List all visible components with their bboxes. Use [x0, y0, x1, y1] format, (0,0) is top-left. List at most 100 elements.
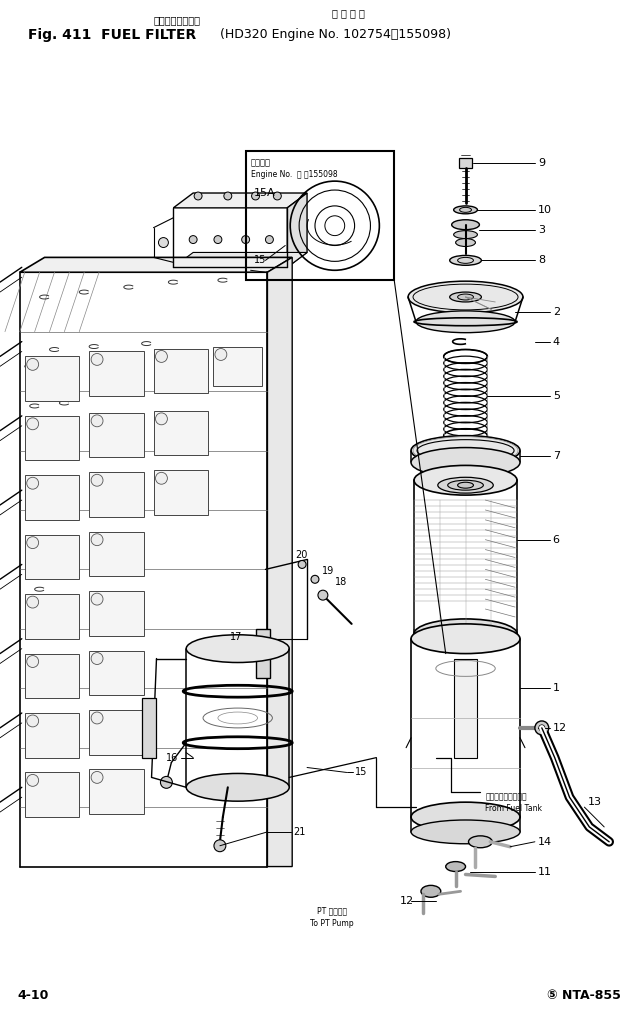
- Circle shape: [158, 237, 168, 247]
- Bar: [142, 699, 156, 757]
- Bar: [89, 531, 144, 576]
- Bar: [213, 347, 262, 386]
- Bar: [89, 651, 144, 696]
- Ellipse shape: [411, 447, 520, 478]
- Circle shape: [27, 418, 39, 430]
- Bar: [25, 416, 79, 460]
- Text: 15A: 15A: [253, 188, 275, 198]
- Text: 12: 12: [400, 896, 414, 907]
- Ellipse shape: [450, 256, 482, 266]
- Ellipse shape: [457, 294, 473, 300]
- Text: PT ポンプへ: PT ポンプへ: [316, 907, 347, 916]
- Circle shape: [91, 354, 103, 365]
- Bar: [25, 534, 79, 579]
- Ellipse shape: [438, 478, 493, 493]
- Ellipse shape: [186, 635, 289, 662]
- Text: 19: 19: [322, 567, 334, 576]
- Text: 10: 10: [538, 205, 552, 215]
- Circle shape: [156, 351, 167, 362]
- Circle shape: [27, 656, 39, 667]
- Circle shape: [27, 715, 39, 727]
- Ellipse shape: [411, 624, 520, 654]
- Text: To PT Pump: To PT Pump: [310, 919, 353, 928]
- Circle shape: [156, 473, 167, 485]
- Ellipse shape: [186, 774, 289, 801]
- Ellipse shape: [413, 284, 518, 310]
- Text: 1: 1: [553, 683, 560, 694]
- Text: 3: 3: [538, 225, 545, 234]
- Bar: [25, 773, 79, 817]
- Text: 5: 5: [553, 391, 560, 402]
- Circle shape: [311, 575, 319, 583]
- Bar: [25, 476, 79, 520]
- Bar: [89, 770, 144, 814]
- Circle shape: [27, 478, 39, 489]
- Bar: [246, 151, 394, 280]
- Ellipse shape: [411, 802, 520, 831]
- Circle shape: [535, 721, 549, 735]
- Bar: [25, 594, 79, 639]
- Bar: [89, 710, 144, 754]
- Circle shape: [258, 649, 267, 658]
- Circle shape: [265, 235, 273, 243]
- Polygon shape: [287, 193, 307, 268]
- Circle shape: [273, 192, 281, 200]
- Text: 4-10: 4-10: [18, 989, 49, 1002]
- Text: 15: 15: [253, 256, 266, 266]
- Ellipse shape: [452, 220, 479, 229]
- Text: 21: 21: [293, 826, 306, 837]
- Circle shape: [161, 777, 172, 788]
- Circle shape: [194, 192, 202, 200]
- Bar: [89, 413, 144, 457]
- Polygon shape: [174, 252, 307, 268]
- Text: 13: 13: [588, 797, 602, 807]
- Text: (HD320 Engine No. 102754～155098): (HD320 Engine No. 102754～155098): [220, 28, 451, 41]
- Ellipse shape: [421, 885, 441, 897]
- Text: Engine No.  ・ ～155098: Engine No. ・ ～155098: [251, 169, 338, 178]
- Text: Fig. 411  FUEL FILTER: Fig. 411 FUEL FILTER: [27, 27, 196, 42]
- Text: 9: 9: [538, 158, 545, 168]
- Polygon shape: [267, 258, 292, 867]
- Circle shape: [27, 596, 39, 608]
- Ellipse shape: [414, 619, 517, 649]
- Circle shape: [298, 561, 306, 569]
- Circle shape: [156, 413, 167, 425]
- Bar: [454, 658, 477, 757]
- Ellipse shape: [411, 820, 520, 844]
- Text: 20: 20: [295, 550, 308, 560]
- Text: 14: 14: [538, 837, 552, 847]
- Ellipse shape: [416, 311, 515, 333]
- Text: フュエルフィルタ: フュエルフィルタ: [154, 14, 200, 24]
- Circle shape: [27, 358, 39, 370]
- Circle shape: [91, 653, 103, 664]
- Text: フュエルタンクから: フュエルタンクから: [486, 793, 527, 802]
- Circle shape: [91, 712, 103, 724]
- Circle shape: [91, 533, 103, 546]
- Bar: [25, 654, 79, 699]
- Text: 適 用 号 機: 適 用 号 機: [332, 8, 365, 17]
- Circle shape: [214, 840, 226, 852]
- Circle shape: [91, 593, 103, 605]
- Text: 6: 6: [553, 534, 560, 545]
- Ellipse shape: [408, 281, 523, 313]
- Ellipse shape: [414, 465, 517, 495]
- Ellipse shape: [411, 436, 520, 465]
- Text: 8: 8: [538, 256, 545, 266]
- Circle shape: [91, 772, 103, 784]
- Bar: [89, 591, 144, 636]
- Bar: [89, 473, 144, 517]
- Circle shape: [27, 775, 39, 786]
- Bar: [25, 713, 79, 757]
- Circle shape: [318, 590, 328, 600]
- Polygon shape: [174, 193, 307, 208]
- Circle shape: [242, 235, 249, 243]
- Text: 適用号機: 適用号機: [251, 159, 271, 167]
- Circle shape: [27, 536, 39, 549]
- Circle shape: [251, 192, 260, 200]
- Text: ⑤ NTA-855: ⑤ NTA-855: [547, 989, 621, 1002]
- Circle shape: [91, 475, 103, 486]
- Circle shape: [224, 192, 232, 200]
- Bar: [154, 470, 208, 515]
- Ellipse shape: [450, 292, 482, 302]
- Text: 12: 12: [553, 723, 567, 733]
